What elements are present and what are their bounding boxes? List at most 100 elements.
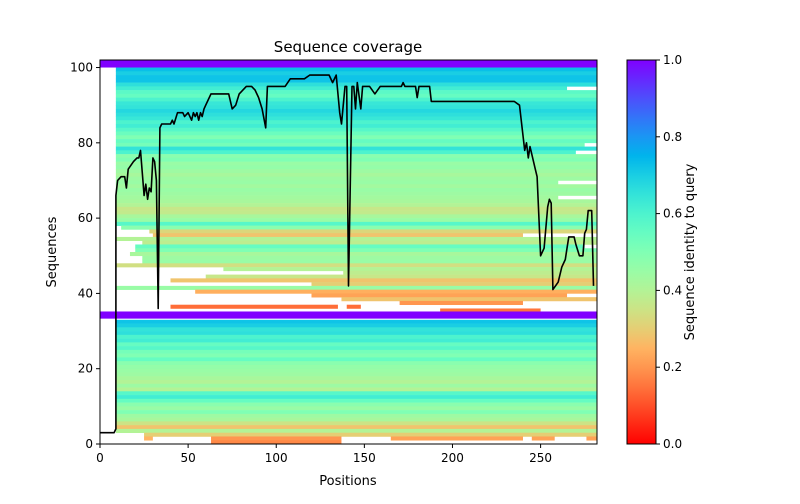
alignment-row [195, 289, 597, 294]
y-tick-label: 20 [78, 362, 93, 376]
alignment-row [115, 263, 597, 268]
query-row [100, 311, 597, 319]
alignment-row [115, 346, 597, 351]
alignment-row [115, 131, 597, 136]
alignment-row [115, 176, 597, 181]
alignment-row [115, 120, 597, 125]
colorbar-tick-label: 0.6 [663, 207, 682, 221]
alignment-row [115, 154, 597, 159]
alignment-row [129, 252, 597, 257]
alignment-row [211, 436, 342, 441]
x-axis-label: Positions [319, 474, 377, 489]
alignment-row [115, 203, 597, 208]
alignment-row [346, 304, 361, 309]
colorbar-tick-label: 0.8 [663, 130, 682, 144]
x-tick-label: 50 [180, 451, 195, 465]
y-tick-label: 80 [78, 136, 93, 150]
alignment-row [149, 229, 597, 234]
x-tick-label: 0 [96, 451, 104, 465]
alignment-row [152, 233, 523, 238]
alignment-row [115, 387, 597, 392]
plot-frame [99, 59, 598, 445]
x-tick-label: 200 [441, 451, 464, 465]
alignment-row [115, 214, 597, 219]
y-tick-label: 0 [85, 437, 93, 451]
alignment-row [115, 334, 597, 339]
alignment-row [531, 436, 555, 441]
alignment-row [115, 127, 597, 132]
x-tick-label: 100 [265, 451, 288, 465]
alignment-row [115, 191, 597, 196]
alignment-row [115, 221, 597, 226]
y-tick-label: 100 [70, 61, 93, 75]
x-tick-label: 250 [529, 451, 552, 465]
alignment-row [311, 282, 597, 287]
alignment-row [115, 116, 597, 121]
alignment-row [115, 161, 597, 166]
alignment-row [115, 180, 559, 185]
alignment-row [115, 172, 597, 178]
alignment-row [115, 67, 597, 72]
alignment-row [115, 78, 597, 83]
alignment-row [115, 165, 597, 170]
alignment-row [142, 255, 597, 260]
alignment-row [211, 440, 342, 444]
alignment-row [115, 319, 597, 324]
alignment-row [399, 300, 523, 306]
alignment-row [115, 342, 597, 347]
alignment-row [115, 349, 597, 354]
alignment-row [115, 413, 597, 418]
y-axis-label: Sequences [45, 216, 60, 287]
alignment-row [144, 436, 153, 441]
alignment-row [115, 146, 597, 151]
alignment-row [115, 71, 597, 76]
alignment-row [142, 240, 597, 245]
colorbar-tick-label: 0.0 [663, 437, 682, 451]
alignment-row [115, 417, 597, 422]
alignment-row [115, 169, 597, 174]
colorbar-tick-label: 0.2 [663, 360, 682, 374]
alignment-row [115, 357, 597, 362]
coverage-line [100, 74, 595, 434]
alignment-row [115, 184, 597, 189]
alignment-row [115, 398, 597, 403]
alignment-row [115, 210, 597, 215]
alignment-row [115, 383, 597, 388]
alignment-row [223, 267, 597, 272]
chart-title: Sequence coverage [274, 38, 422, 56]
alignment-row [115, 108, 597, 114]
alignment-row [115, 410, 597, 415]
alignment-row [115, 323, 597, 328]
alignment-row [115, 135, 597, 140]
colorbar-tick-label: 0.4 [663, 283, 682, 297]
alignment-row [115, 327, 597, 332]
alignment-row [121, 225, 597, 230]
alignment-row [115, 285, 597, 290]
heatmap-cells [100, 60, 597, 444]
alignment-row [205, 274, 597, 279]
alignment-row [115, 206, 597, 211]
alignment-row [115, 372, 597, 377]
alignment-row [115, 376, 597, 381]
alignment-row [311, 293, 568, 298]
alignment-row [170, 304, 338, 309]
alignment-row [115, 361, 597, 366]
alignment-row [115, 236, 597, 242]
alignment-row [343, 270, 597, 275]
alignment-row [135, 244, 585, 249]
alignment-row [115, 105, 597, 110]
colorbar-label: Sequence identity to query [683, 163, 698, 340]
alignment-row [115, 368, 597, 373]
alignment-row [142, 259, 597, 264]
colorbar-ticks: 0.0 0.2 0.4 0.6 0.8 1.0 [656, 53, 682, 451]
x-tick-label: 150 [353, 451, 376, 465]
alignment-row [115, 86, 568, 91]
query-row [100, 60, 597, 68]
colorbar [626, 59, 657, 445]
alignment-row [390, 436, 523, 441]
alignment-row [115, 199, 597, 204]
alignment-row [115, 428, 597, 434]
alignment-row [115, 218, 597, 223]
alignment-row [115, 150, 576, 155]
